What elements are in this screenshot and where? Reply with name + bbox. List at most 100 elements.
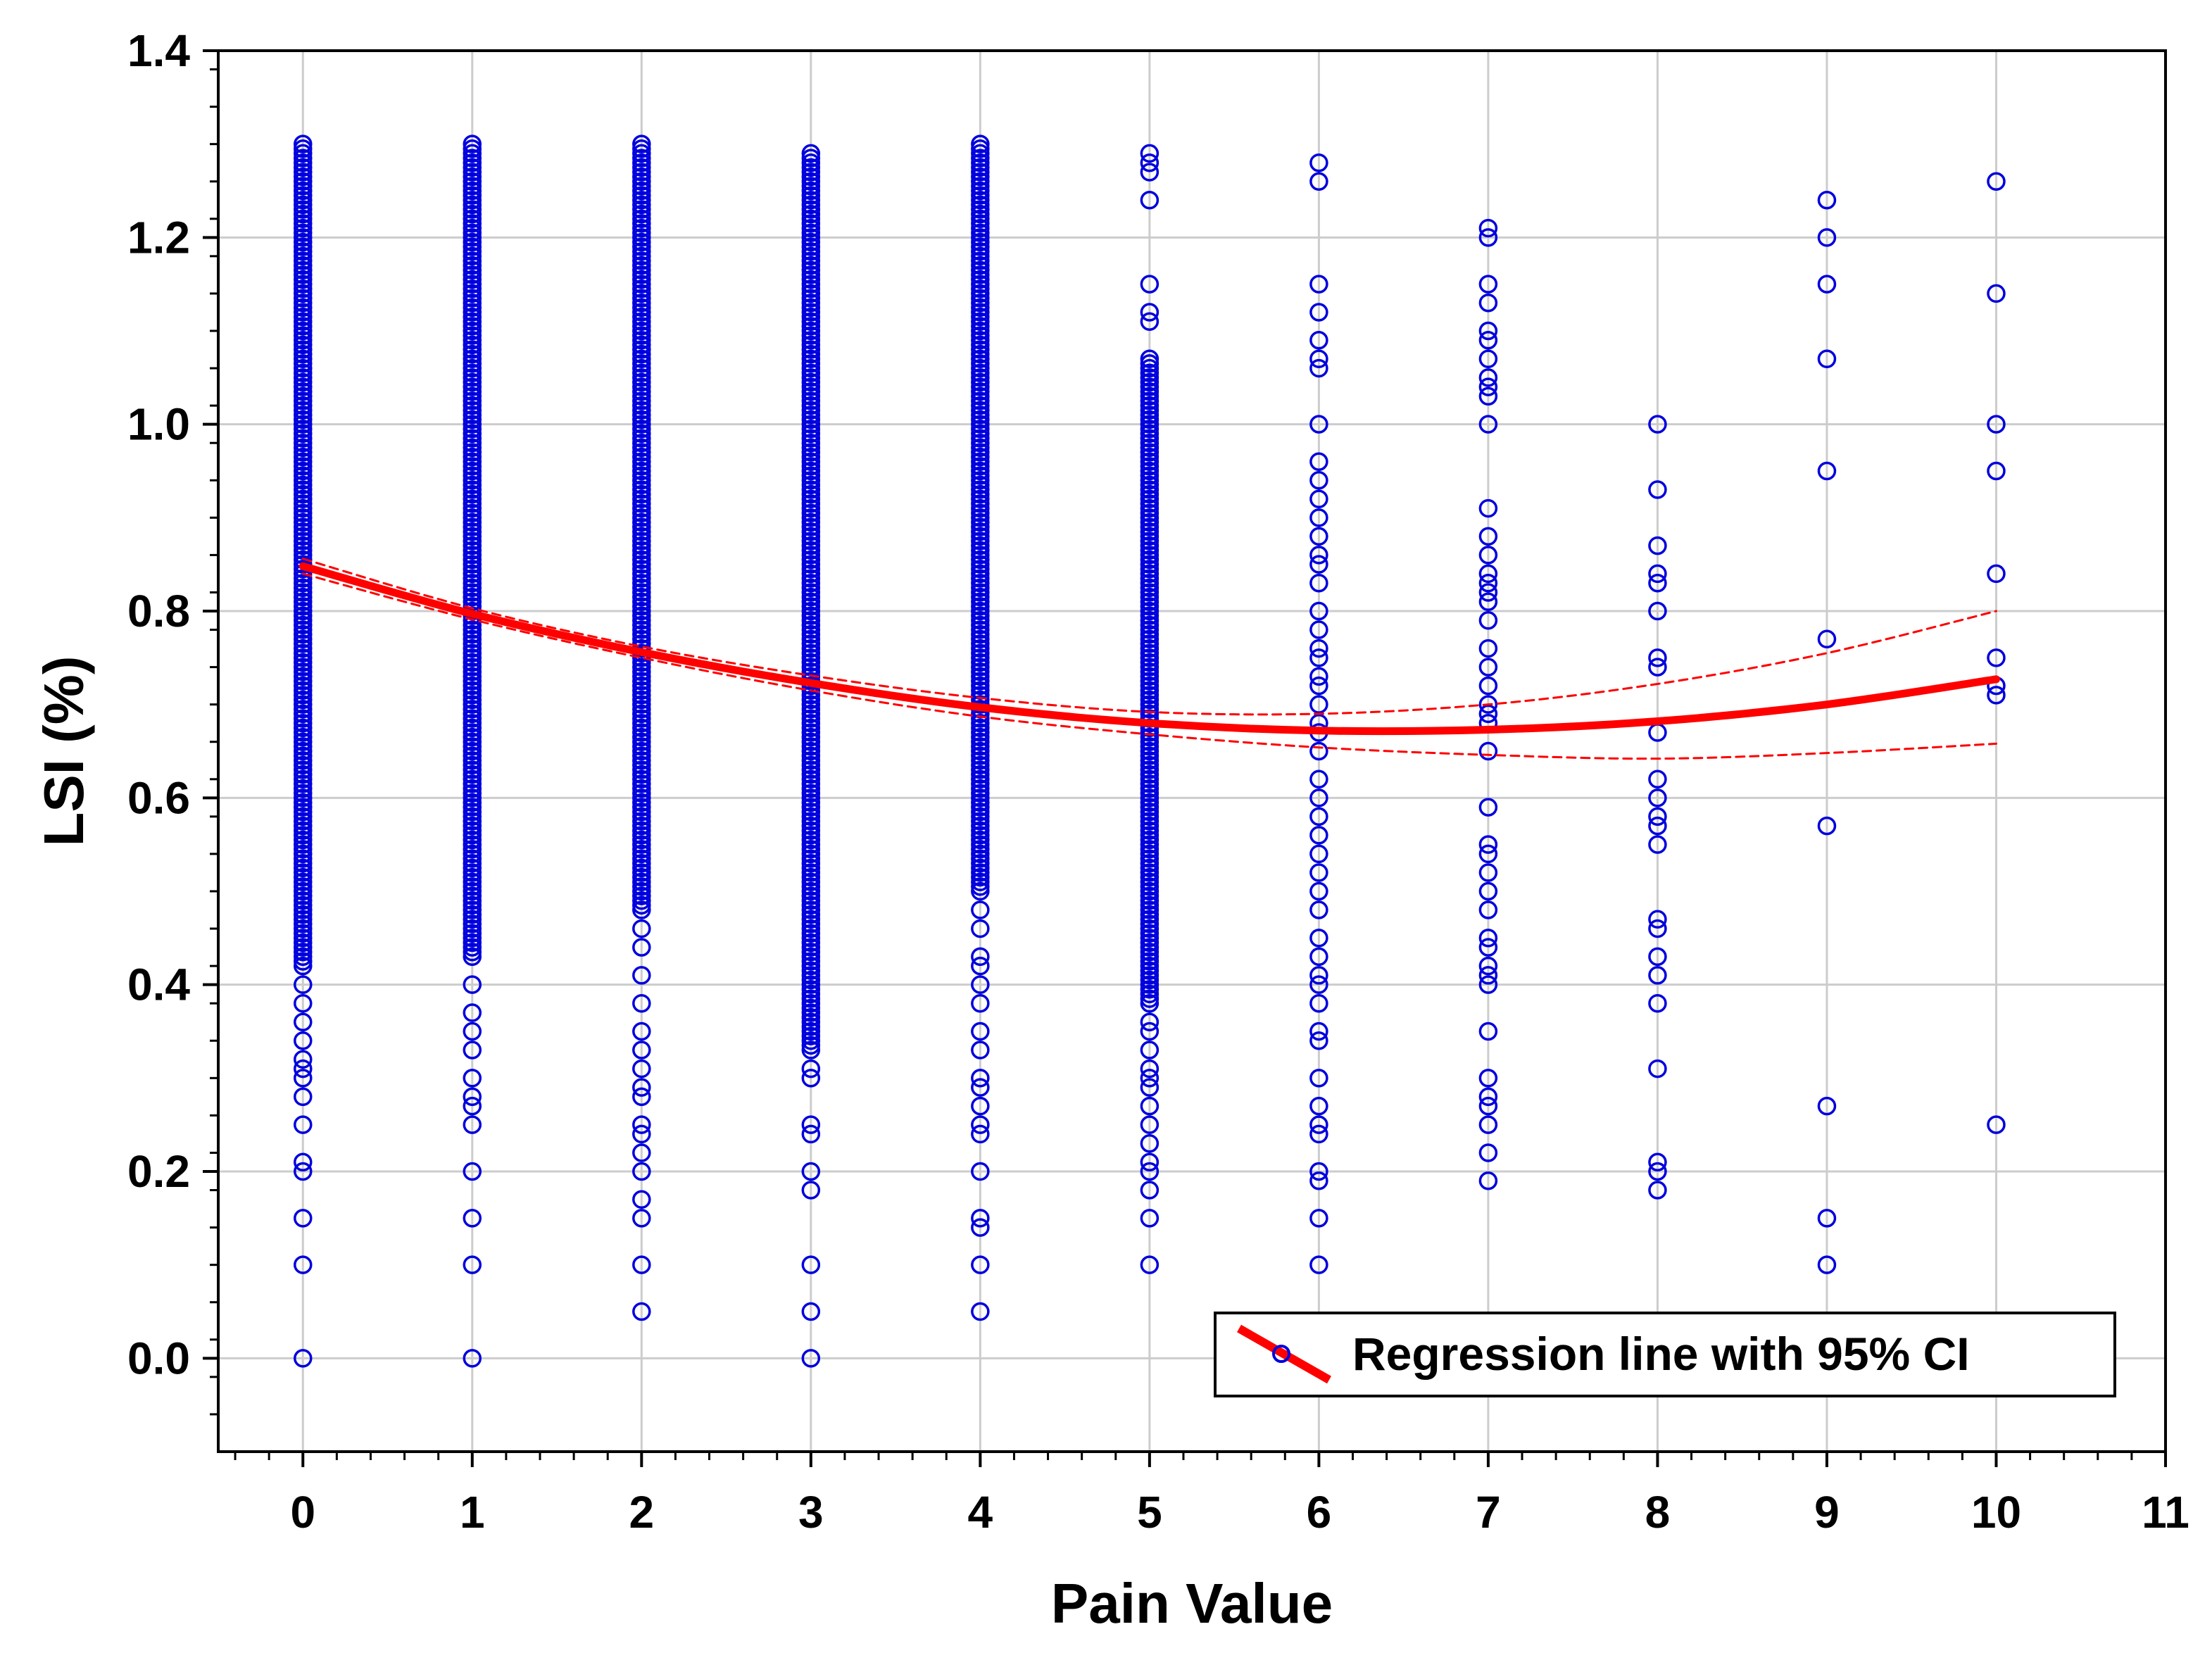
data-point	[463, 139, 482, 158]
data-point	[632, 241, 651, 261]
data-point	[971, 779, 990, 798]
data-point	[1648, 564, 1667, 584]
data-point	[1648, 1181, 1667, 1200]
data-point	[971, 293, 990, 313]
data-point	[294, 335, 313, 355]
data-point	[632, 270, 651, 289]
data-point	[1140, 1162, 1160, 1181]
data-point	[294, 475, 313, 495]
x-tick-label: 3	[798, 1487, 824, 1538]
data-point	[971, 349, 990, 369]
data-point	[971, 139, 990, 158]
data-point	[971, 564, 990, 584]
data-point	[971, 279, 990, 298]
data-point	[971, 648, 990, 667]
data-point	[463, 494, 482, 513]
data-point	[971, 583, 990, 602]
data-point	[463, 667, 482, 686]
data-point	[294, 363, 313, 382]
data-point	[632, 700, 651, 719]
data-point	[463, 186, 482, 205]
data-point	[632, 218, 651, 238]
data-point	[632, 517, 651, 536]
data-point	[632, 298, 651, 318]
data-point	[971, 746, 990, 765]
data-point	[463, 461, 482, 481]
data-point	[632, 713, 651, 733]
data-point	[971, 858, 990, 878]
data-point	[294, 461, 313, 481]
data-point	[463, 368, 482, 387]
data-point	[801, 452, 821, 471]
data-point	[463, 498, 482, 518]
data-point	[971, 769, 990, 789]
data-point	[971, 606, 990, 625]
data-point	[801, 560, 821, 579]
data-point	[1140, 410, 1160, 429]
data-point	[971, 410, 990, 429]
data-point	[971, 382, 990, 401]
data-point	[632, 204, 651, 224]
data-point	[1140, 541, 1160, 560]
data-point	[1140, 919, 1160, 938]
data-point	[294, 270, 313, 289]
data-point	[463, 429, 482, 448]
data-point	[463, 713, 482, 733]
data-point	[1140, 765, 1160, 784]
data-point	[1140, 349, 1160, 369]
data-point	[463, 774, 482, 793]
data-point	[294, 298, 313, 318]
data-point	[463, 293, 482, 313]
data-point	[801, 401, 821, 420]
data-point	[1478, 368, 1498, 387]
data-point	[801, 153, 821, 172]
data-point	[971, 713, 990, 733]
data-point	[971, 620, 990, 639]
data-point	[1140, 895, 1160, 915]
data-point	[294, 695, 313, 714]
data-point	[463, 784, 482, 803]
data-point	[971, 1209, 990, 1228]
data-point	[632, 615, 651, 635]
data-point	[1140, 867, 1160, 887]
data-point	[801, 938, 821, 957]
data-point	[294, 933, 313, 953]
data-point	[1648, 769, 1667, 789]
data-point	[1648, 910, 1667, 929]
data-point	[801, 275, 821, 294]
data-point	[801, 1162, 821, 1181]
data-point	[632, 167, 651, 187]
data-point	[463, 929, 482, 948]
data-point	[1817, 1096, 1837, 1116]
data-point	[463, 246, 482, 266]
data-point	[971, 466, 990, 485]
data-point	[632, 134, 651, 153]
data-point	[294, 578, 313, 598]
data-point	[463, 886, 482, 905]
data-point	[1140, 564, 1160, 584]
data-point	[463, 737, 482, 756]
data-point	[632, 386, 651, 406]
data-point	[971, 307, 990, 327]
data-point	[801, 1007, 821, 1027]
data-point	[801, 386, 821, 406]
data-point	[801, 344, 821, 364]
data-point	[1140, 429, 1160, 448]
data-point	[294, 746, 313, 765]
data-point	[632, 560, 651, 579]
data-point	[463, 209, 482, 229]
data-point	[971, 163, 990, 182]
data-point	[1478, 546, 1498, 565]
data-point	[632, 877, 651, 896]
data-point	[1309, 331, 1328, 350]
data-point	[632, 527, 651, 546]
axis-ticks: 0 1 2 3 4 5 6 7 8 9 10 11 0.0 0.2 0.4 0.6 0.8 1.0 1.2 1.4	[127, 25, 2189, 1538]
data-point	[1478, 386, 1498, 406]
data-point	[1140, 443, 1160, 462]
data-point	[463, 228, 482, 247]
data-point	[1478, 639, 1498, 658]
data-point	[1817, 1255, 1837, 1274]
data-point	[463, 690, 482, 710]
data-point	[1309, 863, 1328, 882]
data-point	[971, 241, 990, 261]
